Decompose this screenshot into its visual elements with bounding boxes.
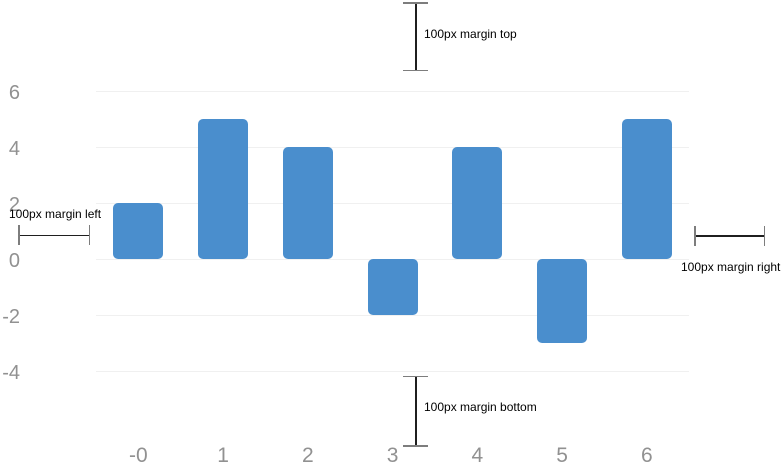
gridline	[96, 203, 689, 204]
y-axis-tick-label: 6	[8, 82, 20, 104]
y-axis-tick-label: 4	[8, 138, 20, 160]
gridline	[96, 315, 689, 316]
bar[interactable]	[452, 147, 503, 259]
x-axis-tick-label: -0	[128, 444, 148, 467]
margin-right-label: 100px margin right	[681, 260, 781, 274]
ruler-cap	[403, 69, 428, 71]
bar[interactable]	[621, 119, 672, 259]
x-axis-tick-label: 6	[640, 444, 653, 467]
y-axis-tick-label: -4	[2, 362, 20, 384]
margin-bottom-label: 100px margin bottom	[424, 400, 537, 414]
x-axis-tick-label: 4	[471, 444, 484, 467]
ruler-cap	[88, 225, 90, 245]
ruler-cap	[403, 2, 428, 4]
ruler-line	[415, 2, 417, 71]
ruler-cap	[694, 226, 696, 246]
bar[interactable]	[537, 259, 588, 343]
margin-left-label: 100px margin left	[9, 207, 102, 221]
bar[interactable]	[113, 203, 164, 259]
bar[interactable]	[282, 147, 333, 259]
ruler-line	[415, 376, 417, 446]
gridline	[96, 147, 689, 148]
ruler-cap	[763, 226, 765, 246]
gridline	[96, 91, 689, 92]
margin-top-label: 100px margin top	[424, 27, 517, 41]
x-axis-tick-label: 2	[301, 444, 314, 467]
bar[interactable]	[367, 259, 418, 315]
x-axis-tick-label: 3	[386, 444, 399, 467]
ruler-line	[694, 235, 765, 237]
ruler-cap	[403, 445, 428, 447]
x-axis-tick-label: 1	[217, 444, 229, 467]
y-axis-tick-label: 0	[8, 250, 20, 272]
ruler-cap	[403, 375, 428, 377]
y-axis-tick-label: -2	[2, 306, 20, 328]
y-axis-tick-label: 2	[8, 194, 20, 216]
ruler-cap	[18, 225, 20, 245]
gridline	[96, 371, 689, 372]
bar[interactable]	[198, 119, 249, 259]
ruler-line	[18, 234, 90, 236]
x-axis-tick-label: 5	[556, 444, 568, 467]
